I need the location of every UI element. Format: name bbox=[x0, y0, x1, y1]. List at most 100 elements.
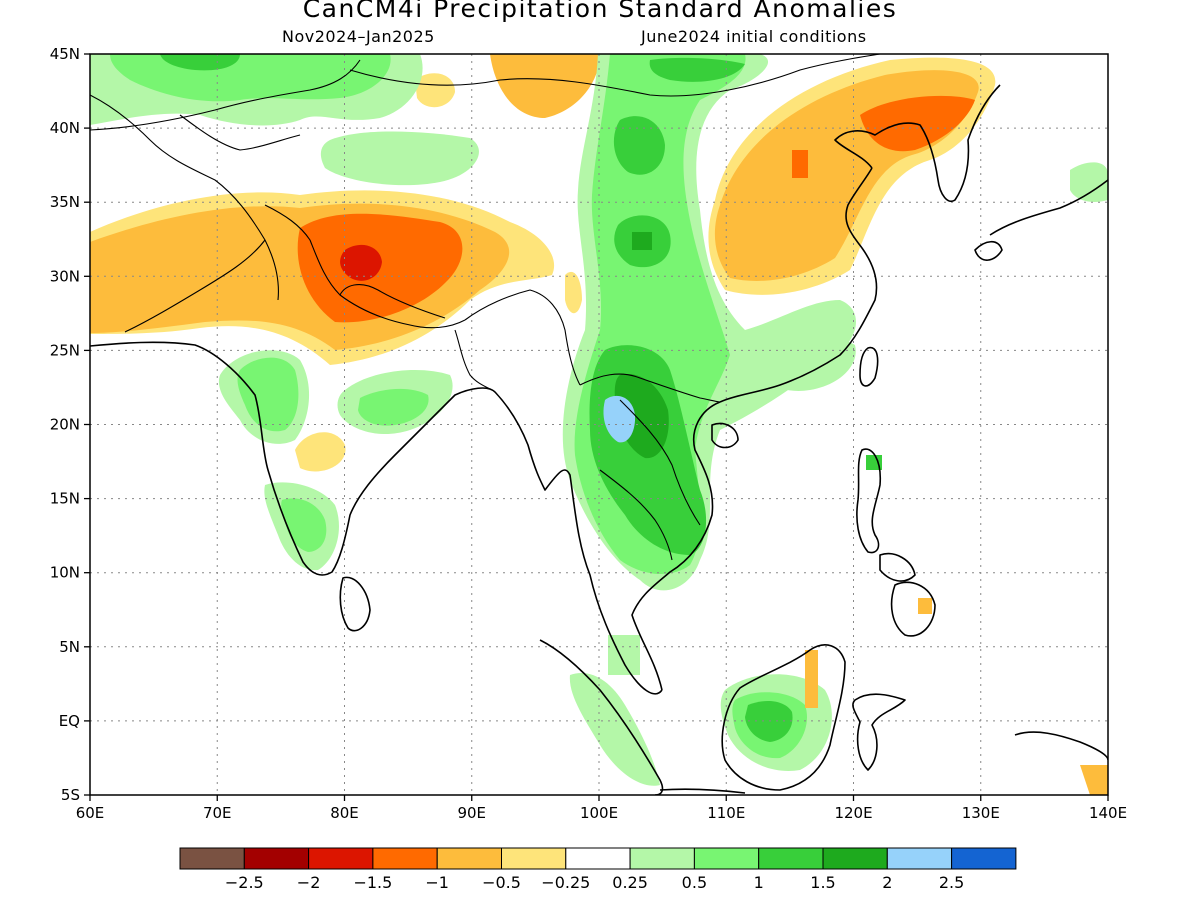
country-borders bbox=[90, 54, 881, 561]
colorbar-swatch bbox=[693, 847, 760, 870]
coastline-south-china bbox=[719, 167, 878, 403]
colorbar-label: −0.25 bbox=[541, 873, 590, 892]
anomaly-shading bbox=[90, 54, 1108, 795]
anomaly-region-wet-north-strong bbox=[160, 54, 240, 71]
initial-conditions: June2024 initial conditions bbox=[641, 27, 867, 46]
lat-tick-label: 10N bbox=[50, 564, 80, 582]
colorbar-swatch bbox=[372, 847, 438, 870]
coastline-sulawesi bbox=[852, 693, 906, 771]
border-china-south bbox=[579, 373, 721, 403]
colorbar-label: 1.5 bbox=[810, 873, 835, 892]
colorbar: −2.5 −2 −1.5 −1 −0.5 −0.25 0.25 0.5 1 1.5 2 2.5 bbox=[179, 847, 1017, 892]
lon-tick-label: 130E bbox=[962, 804, 1000, 822]
lat-tick-label: 30N bbox=[50, 267, 80, 285]
colorbar-swatch bbox=[501, 847, 567, 870]
lat-tick-label: 5S bbox=[61, 786, 80, 804]
anomaly-region-dry-southeast bbox=[1080, 765, 1108, 795]
coastline-india bbox=[90, 341, 496, 576]
coastlines bbox=[90, 84, 1108, 795]
border-india-pakistan bbox=[264, 204, 466, 329]
anomaly-region-wet-india-west-2 bbox=[237, 357, 299, 432]
anomaly-region-wet-strong bbox=[613, 116, 665, 175]
border-tibet-nepal bbox=[339, 284, 446, 319]
lon-tick-label: 110E bbox=[707, 804, 745, 822]
colorbar-swatch bbox=[886, 847, 953, 870]
lat-tick-label: 5N bbox=[59, 638, 80, 656]
colorbar-swatch bbox=[565, 847, 631, 870]
colorbar-label: −2 bbox=[297, 873, 321, 892]
colorbar-label: −1.5 bbox=[353, 873, 392, 892]
lat-tick-label: 45N bbox=[50, 45, 80, 63]
colorbar-swatch bbox=[308, 847, 374, 870]
colorbar-label: 2 bbox=[882, 873, 892, 892]
border-myanmar bbox=[464, 289, 581, 386]
colorbar-label: −0.5 bbox=[482, 873, 521, 892]
coastline-indochina bbox=[631, 401, 721, 691]
forecast-period: Nov2024–Jan2025 bbox=[282, 27, 435, 46]
lat-tick-label: 35N bbox=[50, 193, 80, 211]
coastline-japan bbox=[989, 179, 1108, 236]
anomaly-region-wet-sumatra bbox=[569, 673, 660, 786]
lat-tick-label: 40N bbox=[50, 119, 80, 137]
coastline-new-guinea bbox=[1014, 731, 1108, 761]
colorbar-label: −1 bbox=[425, 873, 449, 892]
border-india-north bbox=[124, 239, 266, 333]
colorbar-swatch bbox=[243, 847, 310, 870]
anomaly-region-wet-tibet bbox=[320, 131, 479, 186]
lat-tick-label: 20N bbox=[50, 416, 80, 434]
anomaly-region-wet-south-china bbox=[754, 333, 856, 391]
lat-tick-label: 25N bbox=[50, 341, 80, 359]
coastline-hainan bbox=[711, 422, 739, 449]
colorbar-swatch bbox=[951, 847, 1017, 870]
coastline-korea bbox=[834, 84, 1001, 202]
lon-tick-label: 90E bbox=[457, 804, 486, 822]
anomaly-region-dry-spot-central-india bbox=[295, 432, 346, 472]
border-thailand-cambodia bbox=[599, 469, 673, 561]
colorbar-label: 0.25 bbox=[612, 873, 648, 892]
border-laos-vietnam bbox=[619, 399, 701, 526]
longitude-axis: 60E 70E 80E 90E 100E 110E 120E 130E 140E bbox=[76, 795, 1127, 822]
colorbar-swatch bbox=[179, 847, 245, 870]
map-title: CanCM4i Precipitation Standard Anomalies bbox=[302, 0, 898, 23]
coastline-japan-kyushu bbox=[974, 240, 1003, 261]
anomaly-region-wet-malaya bbox=[608, 635, 640, 675]
anomaly-region-dry-severe bbox=[340, 244, 382, 281]
anomaly-region-dry-mindanao bbox=[918, 598, 932, 614]
lon-tick-label: 120E bbox=[834, 804, 872, 822]
colorbar-swatch bbox=[758, 847, 824, 870]
anomaly-region-dry-spot-mongolia bbox=[490, 54, 600, 118]
anomaly-region-dry-china-spot bbox=[792, 150, 808, 178]
lon-tick-label: 80E bbox=[330, 804, 359, 822]
anomaly-region-wet-very-strong bbox=[632, 232, 652, 250]
colorbar-swatch bbox=[629, 847, 695, 870]
colorbar-swatch bbox=[436, 847, 503, 870]
anomaly-region-wet-strong-4 bbox=[649, 57, 745, 82]
anomaly-region-dry-india-tip bbox=[565, 271, 582, 314]
coastline-sri-lanka bbox=[339, 576, 371, 632]
anomaly-region-wet-borneo-3 bbox=[745, 700, 793, 742]
colorbar-label: 2.5 bbox=[939, 873, 964, 892]
coastline-luzon bbox=[856, 448, 882, 554]
anomaly-region-wet-japan bbox=[1070, 162, 1108, 202]
lon-tick-label: 140E bbox=[1089, 804, 1127, 822]
colorbar-label: 1 bbox=[754, 873, 764, 892]
lat-tick-label: 15N bbox=[50, 490, 80, 508]
colorbar-label: 0.5 bbox=[682, 873, 707, 892]
lon-tick-label: 60E bbox=[76, 804, 105, 822]
border-kazakhstan bbox=[90, 59, 361, 131]
lat-tick-label: EQ bbox=[59, 712, 80, 730]
lon-tick-label: 70E bbox=[203, 804, 232, 822]
border-china-mongolia bbox=[349, 54, 881, 97]
coastline-mindanao bbox=[890, 581, 936, 637]
anomaly-region-wet-india-east-2 bbox=[358, 388, 429, 426]
border-bangladesh bbox=[454, 329, 496, 393]
colorbar-swatch bbox=[822, 847, 888, 870]
coastline-borneo bbox=[721, 644, 846, 791]
border-pakistan-afghanistan bbox=[90, 94, 279, 301]
coastline-taiwan bbox=[859, 346, 879, 387]
colorbar-label: −2.5 bbox=[225, 873, 264, 892]
anomaly-region-wet-philippines bbox=[866, 455, 882, 470]
coastline-visayas bbox=[879, 553, 916, 582]
coastline-myanmar-malaya bbox=[494, 391, 663, 695]
